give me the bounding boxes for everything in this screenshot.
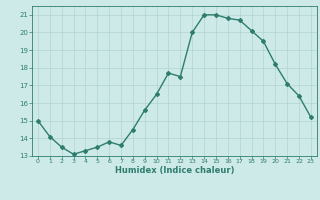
X-axis label: Humidex (Indice chaleur): Humidex (Indice chaleur): [115, 166, 234, 175]
